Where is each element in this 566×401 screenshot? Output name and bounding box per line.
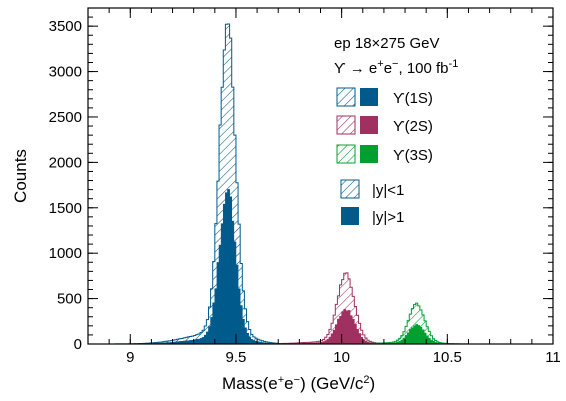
- annotation-sup: −: [392, 58, 398, 70]
- plot-area: [110, 23, 474, 345]
- x-axis-title-sup: +: [278, 374, 284, 386]
- legend-swatch-hatched-style: [340, 179, 360, 199]
- legend-swatch-hatched-1s: [336, 87, 356, 107]
- plot-frame: [87, 7, 554, 345]
- legend-label-1s: ϒ(1S): [393, 90, 433, 107]
- x-axis-title-sup: 2: [363, 374, 369, 386]
- x-axis-title-part: e: [284, 374, 293, 393]
- annotation-part: ϒ → e: [334, 60, 377, 77]
- x-axis-title-sup: −: [294, 374, 300, 386]
- legend-label-filled-style: |y|>1: [372, 209, 404, 226]
- y-tick-label: 2500: [49, 109, 82, 126]
- y-axis-title: Counts: [11, 149, 30, 203]
- x-axis-title-part: ): [370, 374, 376, 393]
- axis-ticks: 9 9.5 10 10.5 11 0 500 1000 1500 2000 2500 3000 3500: [49, 7, 561, 366]
- y-tick-label: 3000: [49, 64, 82, 81]
- histogram-hatched-1s: [110, 23, 283, 345]
- histogram-hatched-2s: [229, 272, 402, 345]
- legend: ϒ(1S) ϒ(2S) ϒ(3S) |y|<1 |y|>1: [336, 87, 433, 226]
- x-tick-label: 10: [333, 349, 350, 366]
- legend-label-3s: ϒ(3S): [393, 147, 433, 164]
- legend-swatch-filled-1s: [360, 88, 378, 106]
- annotation-part: , 100 fb: [398, 60, 448, 77]
- x-axis-title-part: Mass(e: [222, 374, 278, 393]
- y-tick-label: 1500: [49, 200, 82, 217]
- legend-label-hatched-style: |y|<1: [372, 182, 404, 199]
- legend-swatch-filled-3s: [360, 145, 378, 163]
- histogram-filled-1s: [110, 189, 283, 345]
- legend-swatch-filled-2s: [360, 116, 378, 134]
- y-tick-label: 0: [74, 336, 82, 353]
- annotation-sup: +: [377, 58, 383, 70]
- annotation-part: e: [384, 60, 392, 77]
- y-tick-label: 3500: [49, 18, 82, 35]
- y-tick-label: 500: [57, 291, 82, 308]
- x-axis-title-part: ) (GeV/c: [300, 374, 364, 393]
- legend-label-2s: ϒ(2S): [393, 118, 433, 135]
- x-tick-label: 9: [126, 349, 134, 366]
- x-tick-label: 10.5: [433, 349, 462, 366]
- annotation-sup: -1: [449, 58, 459, 70]
- y-tick-label: 2000: [49, 154, 82, 171]
- annotation-process: ϒ → e+e−, 100 fb-1: [334, 58, 458, 77]
- x-axis-title: Mass(e+e−) (GeV/c2): [222, 374, 375, 393]
- legend-swatch-hatched-3s: [336, 144, 356, 164]
- annotation-beam: ep 18×275 GeV: [334, 35, 440, 52]
- x-tick-label: 11: [545, 349, 561, 366]
- x-tick-label: 9.5: [226, 349, 247, 366]
- legend-swatch-filled-style: [341, 207, 359, 225]
- legend-swatch-hatched-2s: [336, 115, 356, 135]
- y-tick-label: 1000: [49, 245, 82, 262]
